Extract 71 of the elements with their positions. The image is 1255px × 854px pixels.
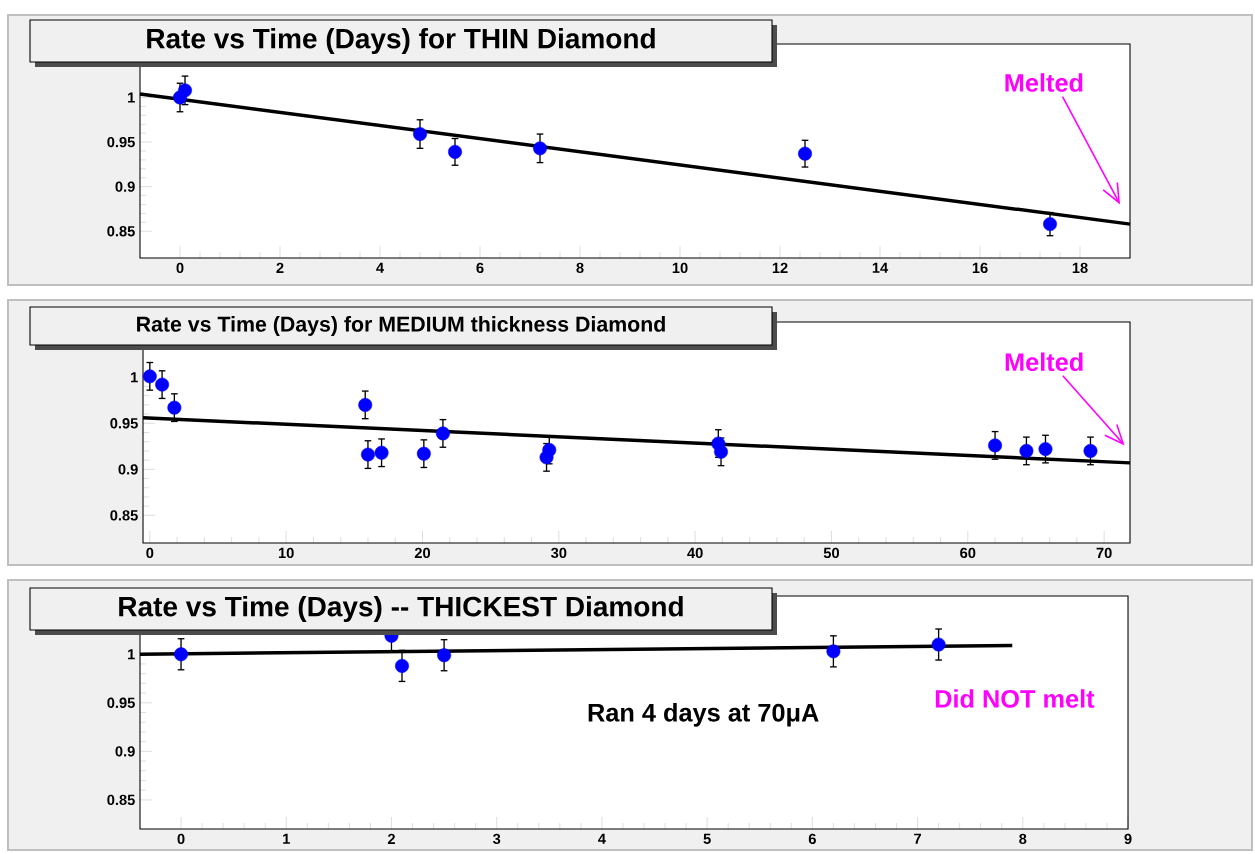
annotation: Melted	[1005, 352, 1083, 372]
y-tick-label: 0.9	[118, 464, 138, 475]
annotation: Ran 4 days at 70μA	[588, 703, 819, 727]
point	[413, 127, 427, 141]
x-tick-label: 8	[1019, 833, 1027, 845]
point	[361, 447, 375, 462]
x-tick-label: 8	[576, 262, 584, 274]
point	[1038, 442, 1053, 457]
x-tick-label: 4	[376, 262, 384, 273]
point	[374, 445, 389, 460]
point	[714, 444, 728, 459]
annotation: Melted	[1005, 73, 1083, 92]
y-tick-label: 0.85	[107, 226, 135, 237]
y-tick-label: 0.9	[115, 181, 135, 192]
x-tick-label: 20	[414, 547, 431, 559]
chart-title: Rate vs Time (Days) -- THICKEST Diamond	[119, 595, 683, 623]
point	[542, 443, 557, 457]
x-tick-label: 5	[703, 833, 711, 844]
point	[1019, 443, 1034, 458]
x-tick-label: 2	[387, 833, 395, 844]
point	[174, 647, 188, 662]
y-tick-label: 1	[128, 649, 135, 660]
point	[1083, 443, 1098, 458]
x-tick-label: 2	[276, 262, 284, 273]
point	[826, 644, 841, 659]
y-tick-label: 0.9	[115, 746, 135, 757]
point	[358, 397, 373, 412]
point	[142, 369, 157, 384]
point	[988, 438, 1002, 453]
x-tick-label: 6	[476, 262, 484, 274]
x-tick-label: 30	[550, 547, 567, 559]
y-tick-label: 0.95	[110, 418, 138, 429]
point	[435, 426, 450, 441]
x-tick-label: 14	[872, 262, 889, 273]
annotation: Did NOT melt	[935, 689, 1095, 708]
point	[167, 400, 182, 415]
x-tick-label: 3	[492, 833, 501, 845]
x-tick-label: 16	[972, 262, 988, 274]
point	[155, 377, 170, 392]
x-tick-label: 18	[1072, 262, 1088, 274]
chart-title: Rate vs Time (Days) for THIN Diamond	[147, 27, 655, 55]
x-tick-label: 50	[823, 547, 839, 559]
point	[416, 446, 431, 461]
y-tick-label: 0.95	[107, 697, 135, 708]
x-tick-label: 0	[146, 547, 154, 559]
x-tick-label: 9	[1124, 833, 1132, 845]
x-tick-label: 7	[914, 833, 922, 844]
y-tick-label: 0.85	[110, 510, 138, 521]
point	[931, 637, 946, 652]
x-tick-label: 40	[687, 547, 703, 559]
x-tick-label: 0	[176, 262, 184, 274]
x-tick-label: 12	[772, 262, 788, 273]
point	[798, 146, 812, 161]
x-tick-label: 60	[960, 547, 976, 559]
x-tick-label: 70	[1096, 547, 1112, 559]
point	[1043, 217, 1057, 232]
x-tick-label: 6	[808, 833, 816, 845]
x-tick-label: 0	[177, 833, 185, 845]
y-tick-label: 0.95	[107, 136, 135, 148]
x-tick-label: 1	[283, 833, 290, 844]
x-tick-label: 10	[278, 547, 294, 559]
x-tick-label: 4	[598, 833, 606, 844]
point	[533, 141, 547, 156]
y-tick-label: 0.85	[107, 794, 135, 806]
point	[437, 648, 452, 663]
point	[395, 658, 409, 673]
y-tick-label: 1	[128, 92, 135, 103]
point	[448, 144, 462, 159]
y-tick-label: 1	[131, 372, 138, 383]
chart-title: Rate vs Time (Days) for MEDIUM thickness Diamond	[137, 316, 665, 336]
x-tick-label: 10	[672, 262, 688, 274]
